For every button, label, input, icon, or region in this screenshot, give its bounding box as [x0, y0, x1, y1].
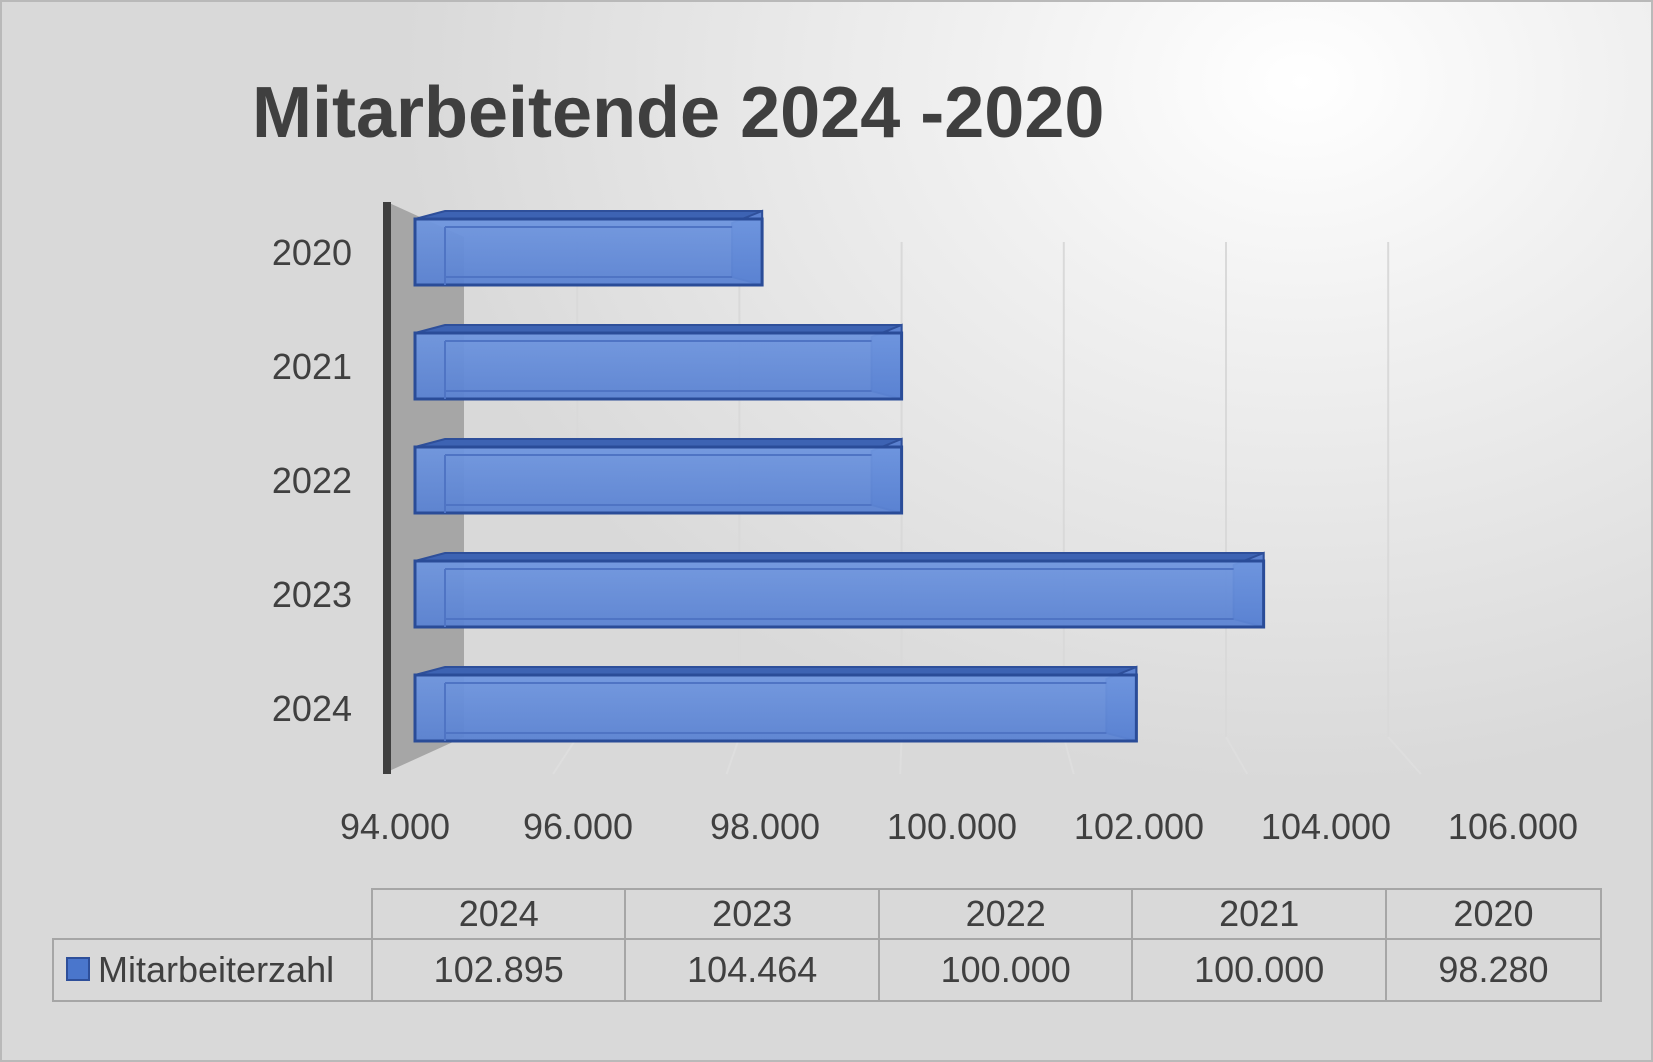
table-header-cell: 2020	[1384, 888, 1603, 940]
bar-front-face	[413, 673, 1138, 743]
bar-2024	[413, 665, 1138, 743]
legend-swatch	[66, 957, 90, 982]
category-tick-label: 2020	[272, 232, 352, 273]
category-tick-labels: 2024 2023 2022 2021 2020	[272, 232, 352, 729]
bar-chart: 2024 2023 2022 2021 2020 94.000 96.000 98.000 1…	[272, 202, 1578, 847]
floor-gridline	[1062, 736, 1075, 775]
data-table: 2024 2023 2022 2021 2020 Mitarbeiterzahl…	[52, 888, 1603, 1002]
value-tick-labels: 94.000 96.000 98.000 100.000 102.000 104.000 1…	[340, 806, 1578, 847]
value-tick-label: 106.000	[1448, 806, 1578, 847]
category-tick-label: 2024	[272, 688, 352, 729]
value-tick-label: 104.000	[1261, 806, 1391, 847]
bar-2022	[413, 437, 904, 515]
value-tick-label: 102.000	[1074, 806, 1204, 847]
table-value-cell: 98.280	[1384, 938, 1603, 1002]
value-tick-label: 98.000	[710, 806, 820, 847]
bar-front-face	[413, 559, 1266, 629]
table-value-cell: 100.000	[877, 938, 1134, 1002]
bar-2020	[413, 209, 764, 287]
bar-2021	[413, 323, 904, 401]
table-header-cell: 2021	[1131, 888, 1387, 940]
table-header-cell: 2024	[370, 888, 627, 940]
table-value-cell: 100.000	[1131, 938, 1387, 1002]
floor-gridline	[552, 736, 579, 775]
category-tick-label: 2023	[272, 574, 352, 615]
bar-2023	[413, 551, 1266, 629]
value-tick-label: 100.000	[887, 806, 1017, 847]
value-tick-label: 96.000	[523, 806, 633, 847]
table-header-cell: 2023	[624, 888, 880, 940]
table-value-cell: 104.464	[624, 938, 880, 1002]
table-value-cell: 102.895	[370, 938, 627, 1002]
floor-gridline	[899, 736, 903, 775]
series-name: Mitarbeiterzahl	[98, 949, 335, 990]
table-header-cell: 2022	[877, 888, 1134, 940]
bar-front-face	[413, 445, 904, 515]
category-tick-label: 2022	[272, 460, 352, 501]
category-tick-label: 2021	[272, 346, 352, 387]
value-tick-label: 94.000	[340, 806, 450, 847]
bar-front-face	[413, 217, 764, 287]
bar-front-face	[413, 331, 904, 401]
chart-title: Mitarbeitende 2024 -2020	[252, 73, 1105, 153]
table-series-label: Mitarbeiterzahl	[52, 938, 373, 1002]
floor-gridline	[1387, 736, 1422, 775]
floor-gridline	[725, 736, 741, 775]
bars	[413, 209, 1266, 743]
floor-gridline	[1225, 736, 1249, 775]
table-corner	[53, 889, 373, 940]
